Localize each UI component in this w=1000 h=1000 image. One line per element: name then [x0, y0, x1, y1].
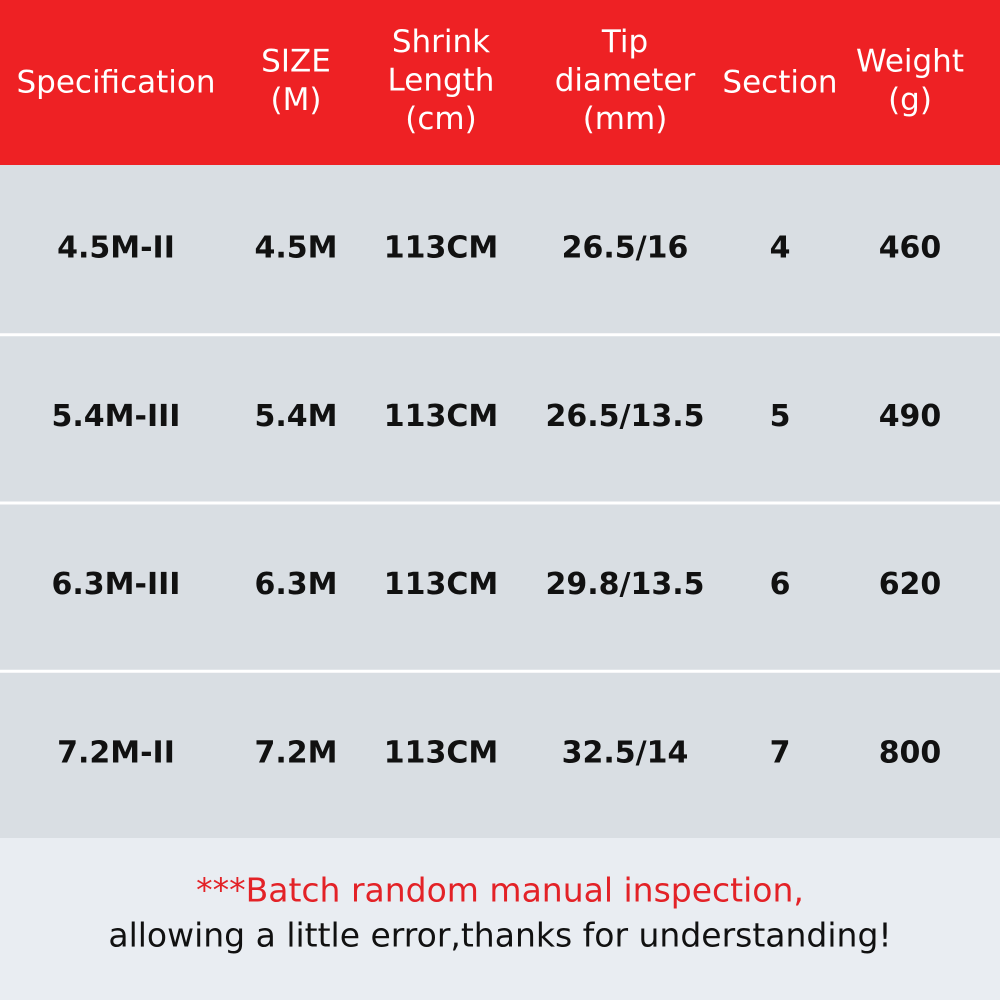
table-cell: 7	[770, 735, 791, 770]
table-cell: 5	[770, 399, 791, 434]
footer-notice: ***Batch random manual inspection,	[196, 871, 804, 910]
table-cell: 26.5/16	[562, 231, 689, 266]
footer-band	[0, 838, 1000, 1000]
table-cell: 26.5/13.5	[546, 399, 705, 434]
header-cell: Tip	[601, 24, 648, 60]
header-cell: SIZE	[261, 43, 331, 79]
header-band	[0, 0, 1000, 165]
table-cell: 4.5M-II	[57, 231, 175, 266]
table-cell: 6	[770, 567, 791, 602]
table-cell: 800	[879, 735, 942, 770]
header-cell: Shrink	[392, 24, 490, 60]
table-cell: 113CM	[384, 735, 499, 770]
footer-text: allowing a little error,thanks for under…	[108, 916, 891, 955]
table-cell: 113CM	[384, 567, 499, 602]
header-cell: (cm)	[405, 101, 476, 137]
table-cell: 620	[879, 567, 942, 602]
table-row	[0, 672, 1000, 838]
table-row	[0, 504, 1000, 670]
header-cell: (mm)	[583, 101, 668, 137]
table-cell: 4	[770, 231, 791, 266]
table-cell: 460	[879, 231, 942, 266]
table-cell: 6.3M	[255, 567, 338, 602]
table-cell: 5.4M	[255, 399, 338, 434]
table-cell: 5.4M-III	[52, 399, 181, 434]
table-cell: 113CM	[384, 399, 499, 434]
table-cell: 113CM	[384, 231, 499, 266]
table-cell: 6.3M-III	[52, 567, 181, 602]
header-cell: Specification	[16, 65, 215, 101]
table-cell: 7.2M	[255, 735, 338, 770]
header-cell: diameter	[555, 63, 696, 99]
table-row	[0, 336, 1000, 502]
header-cell: Section	[722, 65, 837, 101]
table-cell: 29.8/13.5	[546, 567, 705, 602]
table-row	[0, 165, 1000, 334]
header-cell: (g)	[888, 82, 932, 118]
table-cell: 490	[879, 399, 942, 434]
table-cell: 32.5/14	[562, 735, 689, 770]
table-cell: 4.5M	[255, 231, 338, 266]
header-cell: Length	[388, 63, 495, 99]
header-cell: (M)	[271, 82, 322, 118]
table-cell: 7.2M-II	[57, 735, 175, 770]
header-cell: Weight	[856, 43, 964, 79]
